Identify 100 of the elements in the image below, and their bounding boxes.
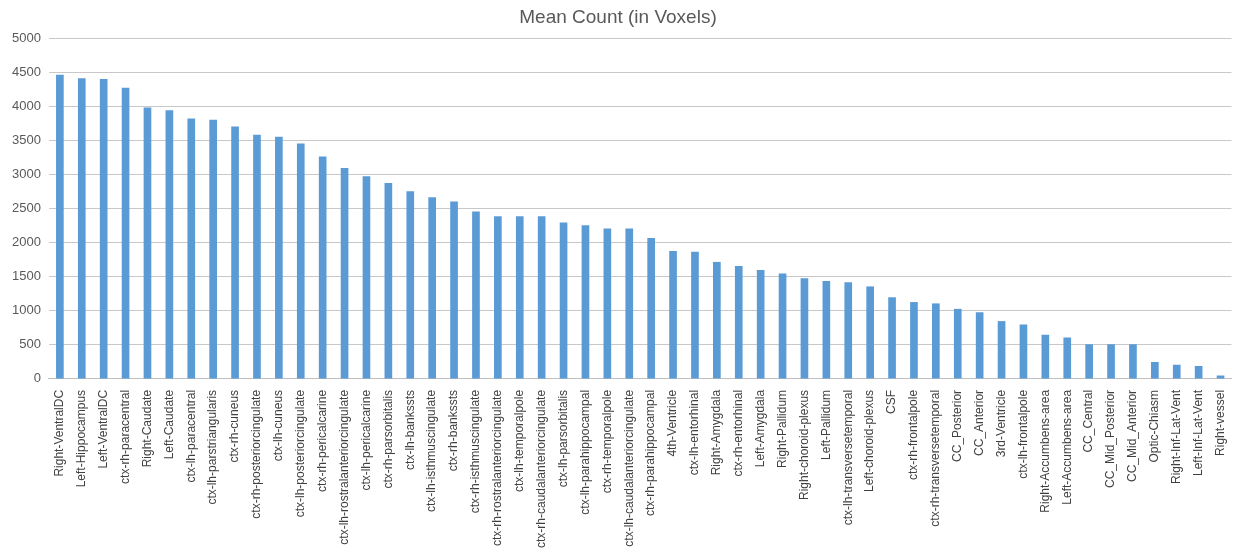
x-tick-label: ctx-lh-posteriorcingulate [293, 389, 308, 518]
y-tick-label: 500 [19, 336, 41, 352]
y-tick-label: 3000 [12, 166, 41, 182]
x-tick-label: Left-Hippocampus [74, 389, 89, 488]
bar [1063, 337, 1072, 379]
bar [713, 261, 721, 379]
x-tick-label: Left-Pallidum [818, 389, 833, 460]
x-tick-label: ctx-rh-pericalcarine [314, 389, 329, 492]
bar [625, 228, 634, 379]
bar [581, 225, 590, 379]
x-tick-label: ctx-lh-rostralanteriorcingulate [336, 389, 351, 545]
x-tick-label: ctx-rh-paracentral [117, 389, 132, 484]
bar [1107, 344, 1115, 379]
x-tick-label: ctx-rh-posteriorcingulate [249, 389, 264, 519]
x-tick-label: Left-Caudate [161, 389, 176, 460]
x-tick-label: CC_Anterior [971, 389, 986, 456]
bar [888, 297, 896, 379]
x-tick-label: ctx-rh-temporalpole [599, 389, 614, 494]
y-tick-label: 2500 [12, 200, 41, 216]
x-tick-label: Right-Pallidum [774, 389, 789, 468]
bar [953, 308, 962, 379]
bar [559, 222, 568, 379]
x-tick-label: Right-Amygdala [709, 389, 724, 476]
bar [691, 251, 699, 379]
bar [844, 282, 853, 379]
bar [121, 87, 130, 379]
x-tick-label: ctx-lh-isthmuscingulate [424, 389, 439, 512]
x-tick-label: CSF [884, 389, 899, 414]
x-tick-label: ctx-lh-bankssts [402, 389, 417, 470]
x-tick-label: ctx-lh-frontalpole [1015, 389, 1030, 479]
x-tick-label: Optic-Chiasm [1147, 389, 1162, 463]
bar [1129, 344, 1137, 379]
bar [296, 143, 305, 379]
bar [275, 136, 283, 379]
x-tick-label: Left-Inf-Lat-Vent [1190, 389, 1205, 476]
x-tick-label: ctx-rh-isthmuscingulate [468, 389, 483, 514]
chart-title: Mean Count (in Voxels) [519, 5, 717, 27]
bar [669, 251, 677, 379]
bar [975, 312, 984, 379]
bar [1041, 334, 1050, 379]
y-tick-label: 5000 [12, 30, 41, 46]
bar [1085, 344, 1093, 379]
bar [428, 197, 436, 379]
y-tick-label: 4000 [12, 98, 41, 114]
bar [340, 168, 349, 379]
bar [384, 183, 393, 379]
x-tick-label: ctx-lh-temporalpole [512, 389, 527, 492]
bar [603, 228, 612, 379]
bar [77, 78, 86, 379]
bar [866, 286, 874, 379]
x-tick-label: 3rd-Ventricle [993, 389, 1008, 458]
x-tick-label: CC_Posterior [950, 389, 965, 462]
bar [450, 201, 458, 379]
x-tick-label: ctx-rh-transversetemporal [928, 389, 943, 527]
bar [362, 176, 371, 379]
bar [932, 303, 940, 379]
bar [99, 78, 108, 379]
x-tick-label: ctx-rh-parahippocampal [643, 389, 658, 516]
bar [822, 280, 831, 379]
x-tick-label: Left-choroid-plexus [862, 389, 877, 492]
x-tick-label: ctx-lh-pericalcarine [358, 389, 373, 491]
x-tick-label: CC_Mid_Anterior [1125, 389, 1140, 482]
bar [997, 321, 1006, 379]
bar [515, 216, 524, 379]
bar [494, 216, 502, 379]
bar [537, 216, 546, 379]
y-tick-label: 4500 [12, 64, 41, 80]
x-tick-label: Left-Accumbens-area [1059, 389, 1074, 505]
bar [318, 156, 327, 379]
y-tick-label: 0 [33, 370, 41, 386]
x-tick-label: Right-Inf-Lat-Vent [1169, 389, 1184, 484]
x-tick-label: ctx-rh-caudalanteriorcingulate [533, 389, 548, 549]
bar [910, 302, 918, 379]
bar [756, 270, 765, 379]
x-tick-label: ctx-rh-cuneus [227, 389, 242, 463]
x-tick-label: ctx-lh-transversetemporal [840, 389, 855, 526]
x-tick-label: Right-Accumbens-area [1037, 389, 1052, 513]
bar [231, 126, 239, 379]
x-tick-label: Left-Amygdala [752, 389, 767, 468]
x-tick-label: ctx-rh-frontalpole [906, 389, 921, 480]
x-tick-label: ctx-lh-paracentral [183, 389, 198, 483]
x-tick-label: 4th-Ventricle [665, 389, 680, 457]
bar [1151, 361, 1159, 379]
x-tick-label: ctx-lh-parstriangularis [205, 389, 220, 505]
x-tick-label: Left-VentralDC [95, 389, 110, 469]
y-tick-label: 1500 [12, 268, 41, 284]
x-tick-label: ctx-lh-parsorbitalis [555, 389, 570, 488]
x-tick-label: ctx-lh-caudalanteriorcingulate [621, 389, 636, 547]
bar [187, 118, 196, 379]
x-tick-label: ctx-lh-cuneus [271, 389, 286, 462]
bar [209, 119, 217, 379]
x-tick-label: ctx-rh-parsorbitalis [380, 389, 395, 489]
bar [165, 110, 174, 379]
x-tick-label: ctx-lh-entorhinal [687, 389, 702, 476]
x-tick-label: Right-vessel [1212, 389, 1227, 456]
bar [143, 107, 152, 379]
x-tick-label: CC_Mid_Posterior [1103, 389, 1118, 488]
bar [647, 238, 655, 379]
x-tick-label: ctx-rh-rostralanteriorcingulate [490, 389, 505, 546]
bar [1019, 324, 1028, 379]
